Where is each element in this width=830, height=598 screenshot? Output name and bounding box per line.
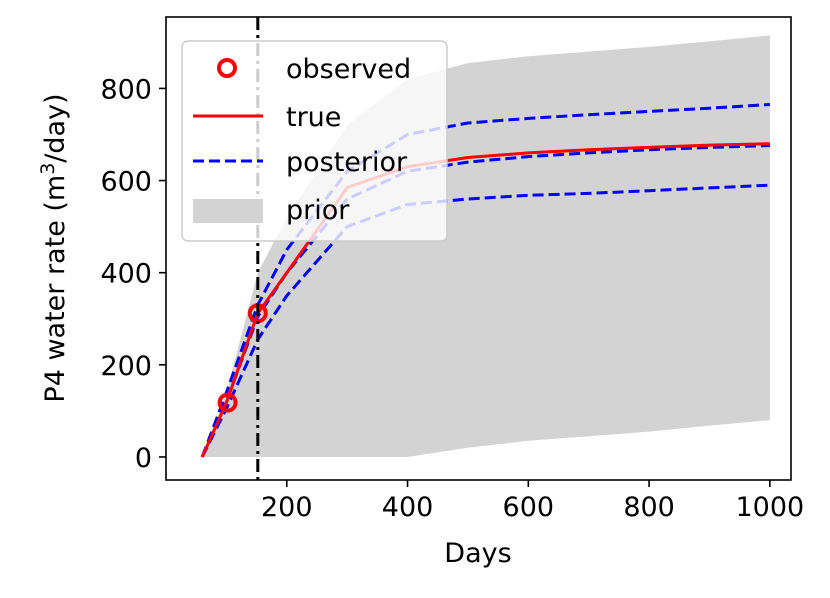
y-axis-label-main: P4 water rate (m (40, 175, 71, 403)
legend-label-prior: prior (286, 195, 350, 226)
y-axis-label-sup: 3 (37, 163, 59, 175)
x-tick-label-800: 800 (623, 492, 675, 523)
x-tick-label-600: 600 (503, 492, 555, 523)
x-axis-label: Days (444, 538, 511, 569)
legend-label-observed: observed (286, 54, 411, 85)
x-tick-label-200: 200 (261, 492, 313, 523)
legend-prior-patch (193, 199, 263, 223)
y-axis-label: P4 water rate (m3/day) (37, 93, 71, 402)
legend-label-true: true (286, 102, 341, 133)
axis-ticks: 200 400 600 800 1000 0 200 400 600 800 (100, 74, 804, 523)
y-tick-label-400: 400 (100, 259, 152, 290)
x-tick-label-400: 400 (382, 492, 434, 523)
observed-point-0 (217, 392, 238, 413)
y-axis-label-unit: /day) (40, 93, 71, 162)
y-tick-label-600: 600 (100, 167, 152, 198)
legend: observed true posterior prior (181, 40, 448, 242)
legend-observed-marker (217, 58, 237, 78)
axes-frame (165, 16, 792, 481)
y-tick-label-0: 0 (135, 443, 152, 474)
y-tick-label-800: 800 (100, 74, 152, 105)
x-tick-label-1000: 1000 (736, 492, 805, 523)
legend-box (181, 40, 448, 242)
legend-label-posterior: posterior (286, 147, 408, 178)
y-tick-label-200: 200 (100, 351, 152, 382)
